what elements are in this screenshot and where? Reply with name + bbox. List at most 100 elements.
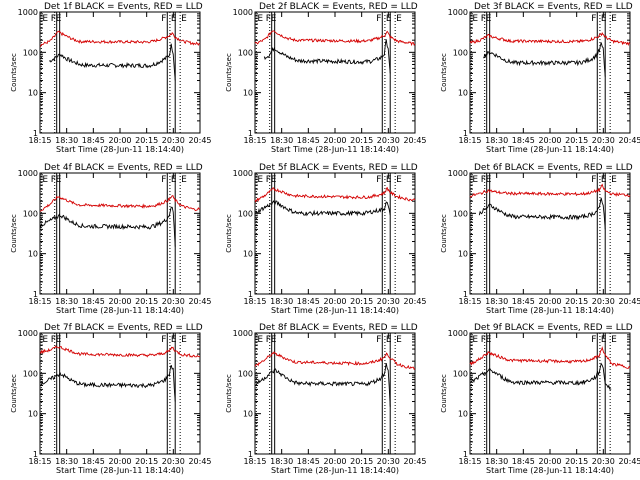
lld-series-line — [40, 195, 201, 212]
events-series-line — [40, 364, 176, 402]
x-tick-label: 18:30 — [270, 457, 293, 466]
marker-label: F — [376, 14, 381, 24]
x-tick-label: 20:30 — [592, 457, 615, 466]
y-tick-label: 1 — [33, 450, 38, 459]
events-series-line — [255, 363, 391, 407]
x-axis-label: Start Time (28-Jun-11 18:14:40) — [271, 466, 399, 475]
x-tick-label: 18:15 — [28, 457, 51, 466]
plot-frame — [469, 11, 631, 134]
lld-series-line — [39, 345, 201, 358]
x-tick-label: 18:45 — [297, 136, 320, 145]
marker-label: F — [591, 175, 596, 185]
y-tick-label: 1000 — [233, 329, 253, 338]
marker-label: E — [181, 335, 187, 345]
x-tick-label: 18:15 — [458, 136, 481, 145]
y-tick-label: 100 — [23, 48, 38, 57]
marker-label: F — [51, 335, 56, 345]
x-tick-label: 20:45 — [403, 457, 426, 466]
y-tick-label: 1 — [463, 290, 468, 299]
y-tick-label: 1000 — [233, 169, 253, 178]
y-tick-label: 1000 — [448, 8, 468, 17]
x-tick-label: 20:30 — [592, 297, 615, 306]
y-tick-label: 1 — [33, 129, 38, 138]
y-tick-label: 100 — [453, 209, 468, 218]
y-tick-label: 1000 — [18, 329, 38, 338]
x-tick-label: 20:30 — [592, 136, 615, 145]
marker-label: E — [171, 14, 177, 24]
x-tick-label: 20:45 — [403, 136, 426, 145]
marker-label: E — [396, 175, 402, 185]
marker-label: F — [266, 175, 271, 185]
events-series-line — [263, 39, 391, 74]
marker-label: E — [486, 14, 492, 24]
marker-label: F — [481, 14, 486, 24]
marker-label: F — [266, 335, 271, 345]
panel-title: Det 8f BLACK = Events, RED = LLD — [259, 323, 418, 333]
x-tick-label: 18:30 — [55, 136, 78, 145]
panel-title: Det 3f BLACK = Events, RED = LLD — [474, 2, 633, 12]
x-tick-label: 20:15 — [565, 297, 588, 306]
panel: Det 7f BLACK = Events, RED = LLD 1 10 100 10… — [10, 323, 212, 475]
y-tick-label: 1000 — [18, 8, 38, 17]
marker-label: E — [56, 335, 62, 345]
plot-frame — [254, 11, 416, 134]
x-tick-label: 18:45 — [512, 297, 535, 306]
x-tick-label: 18:30 — [485, 136, 508, 145]
y-tick-label: 1 — [248, 290, 253, 299]
x-axis-label: Start Time (28-Jun-11 18:14:40) — [486, 306, 614, 315]
y-tick-label: 100 — [453, 369, 468, 378]
x-tick-label: 18:30 — [55, 457, 78, 466]
x-tick-label: 20:45 — [188, 297, 211, 306]
y-tick-label: 10 — [243, 410, 253, 419]
marker-label: E — [42, 335, 48, 345]
x-tick-label: 20:00 — [538, 297, 561, 306]
marker-label: E — [181, 14, 187, 24]
marker-label: F — [376, 335, 381, 345]
y-tick-label: 100 — [23, 369, 38, 378]
marker-label: E — [271, 175, 277, 185]
marker-label: F — [161, 175, 166, 185]
marker-label: E — [611, 14, 617, 24]
marker-label: E — [486, 335, 492, 345]
x-tick-label: 20:00 — [108, 457, 131, 466]
y-axis-label: Counts/sec — [440, 374, 448, 413]
x-tick-label: 20:30 — [162, 457, 185, 466]
marker-label: E — [271, 335, 277, 345]
panel-title: Det 2f BLACK = Events, RED = LLD — [259, 2, 418, 12]
marker-label: E — [271, 14, 277, 24]
marker-label: F — [161, 14, 166, 24]
x-tick-label: 18:45 — [82, 136, 105, 145]
x-tick-label: 20:00 — [323, 457, 346, 466]
marker-label: E — [56, 14, 62, 24]
x-tick-label: 20:15 — [565, 457, 588, 466]
x-tick-label: 20:30 — [162, 136, 185, 145]
x-axis-label: Start Time (28-Jun-11 18:14:40) — [56, 145, 184, 154]
x-tick-label: 18:45 — [297, 457, 320, 466]
marker-label: E — [257, 14, 263, 24]
marker-label: E — [601, 14, 607, 24]
events-series-line — [470, 362, 612, 390]
marker-label: F — [266, 14, 271, 24]
marker-label: E — [257, 175, 263, 185]
y-tick-label: 10 — [458, 89, 468, 98]
lld-series-line — [254, 30, 416, 47]
panel: Det 4f BLACK = Events, RED = LLD 1 10 100 10… — [10, 163, 212, 315]
panel-title: Det 7f BLACK = Events, RED = LLD — [44, 323, 203, 333]
panel: Det 5f BLACK = Events, RED = LLD 1 10 100 10… — [225, 163, 427, 315]
x-tick-label: 20:00 — [538, 457, 561, 466]
marker-label: E — [386, 335, 392, 345]
panel: Det 9f BLACK = Events, RED = LLD 1 10 100 10… — [440, 323, 640, 475]
x-tick-label: 18:15 — [243, 297, 266, 306]
y-tick-label: 1 — [33, 290, 38, 299]
y-tick-label: 10 — [28, 89, 38, 98]
y-tick-label: 100 — [238, 209, 253, 218]
marker-label: E — [181, 175, 187, 185]
y-axis-label: Counts/sec — [440, 53, 448, 92]
lld-series-line — [39, 30, 201, 47]
marker-label: F — [591, 335, 596, 345]
marker-label: E — [56, 175, 62, 185]
x-tick-label: 20:15 — [350, 136, 373, 145]
panel: Det 8f BLACK = Events, RED = LLD 1 10 100 10… — [225, 323, 427, 475]
plot-frame — [254, 332, 416, 455]
